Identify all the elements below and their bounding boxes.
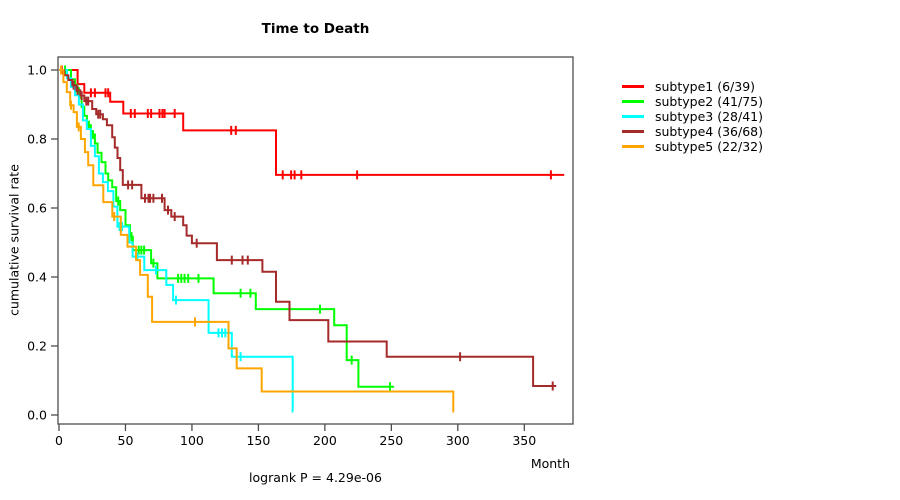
logrank-annotation: logrank P = 4.29e-06 [249,470,382,485]
legend-line-swatch [622,145,644,148]
y-tick-label-0.6: 0.6 [27,201,47,216]
plot-box [57,56,574,425]
x-tick-label-200: 200 [313,433,337,448]
legend-line-swatch [622,115,644,118]
x-tick-label-300: 300 [446,433,470,448]
survival-curve-subtype4 [59,69,557,387]
survival-curve-subtype1 [59,69,565,176]
censor-marks-subtype4 [72,80,554,391]
x-tick-label-100: 100 [180,433,204,448]
legend-item-subtype5: subtype5 (22/32) [622,139,763,154]
y-tick-label-0: 0.0 [27,408,47,423]
legend-label: subtype5 (22/32) [655,139,763,154]
legend-item-subtype1: subtype1 (6/39) [622,79,763,94]
legend-label: subtype2 (41/75) [655,94,763,109]
survival-curve-subtype3 [59,69,294,413]
x-tick-label-250: 250 [379,433,403,448]
survival-curve-subtype5 [59,69,455,413]
legend-label: subtype1 (6/39) [655,79,756,94]
legend-label: subtype3 (28/41) [655,109,763,124]
legend-line-swatch [622,130,644,133]
y-tick-label-0.8: 0.8 [27,132,47,147]
x-tick-label-350: 350 [512,433,536,448]
legend-line-swatch [622,100,644,103]
x-tick-label-0: 0 [55,433,63,448]
y-tick-label-1: 1.0 [27,63,47,78]
chart-title: Time to Death [261,21,370,37]
survival-curve-subtype2 [59,69,394,388]
x-tick-label-50: 50 [118,433,134,448]
legend-item-subtype3: subtype3 (28/41) [622,109,763,124]
censor-marks-subtype5 [60,65,196,327]
legend-line-swatch [622,85,644,88]
legend: subtype1 (6/39) subtype2 (41/75) subtype3 … [622,79,763,154]
legend-item-subtype2: subtype2 (41/75) [622,94,763,109]
censor-marks-subtype1 [60,65,552,180]
y-tick-label-0.4: 0.4 [27,270,47,285]
legend-item-subtype4: subtype4 (36/68) [622,124,763,139]
legend-label: subtype4 (36/68) [655,124,763,139]
x-axis-label: Month [530,456,570,471]
censor-marks-subtype3 [118,222,242,362]
y-tick-label-0.2: 0.2 [27,339,47,354]
x-tick-label-150: 150 [246,433,270,448]
